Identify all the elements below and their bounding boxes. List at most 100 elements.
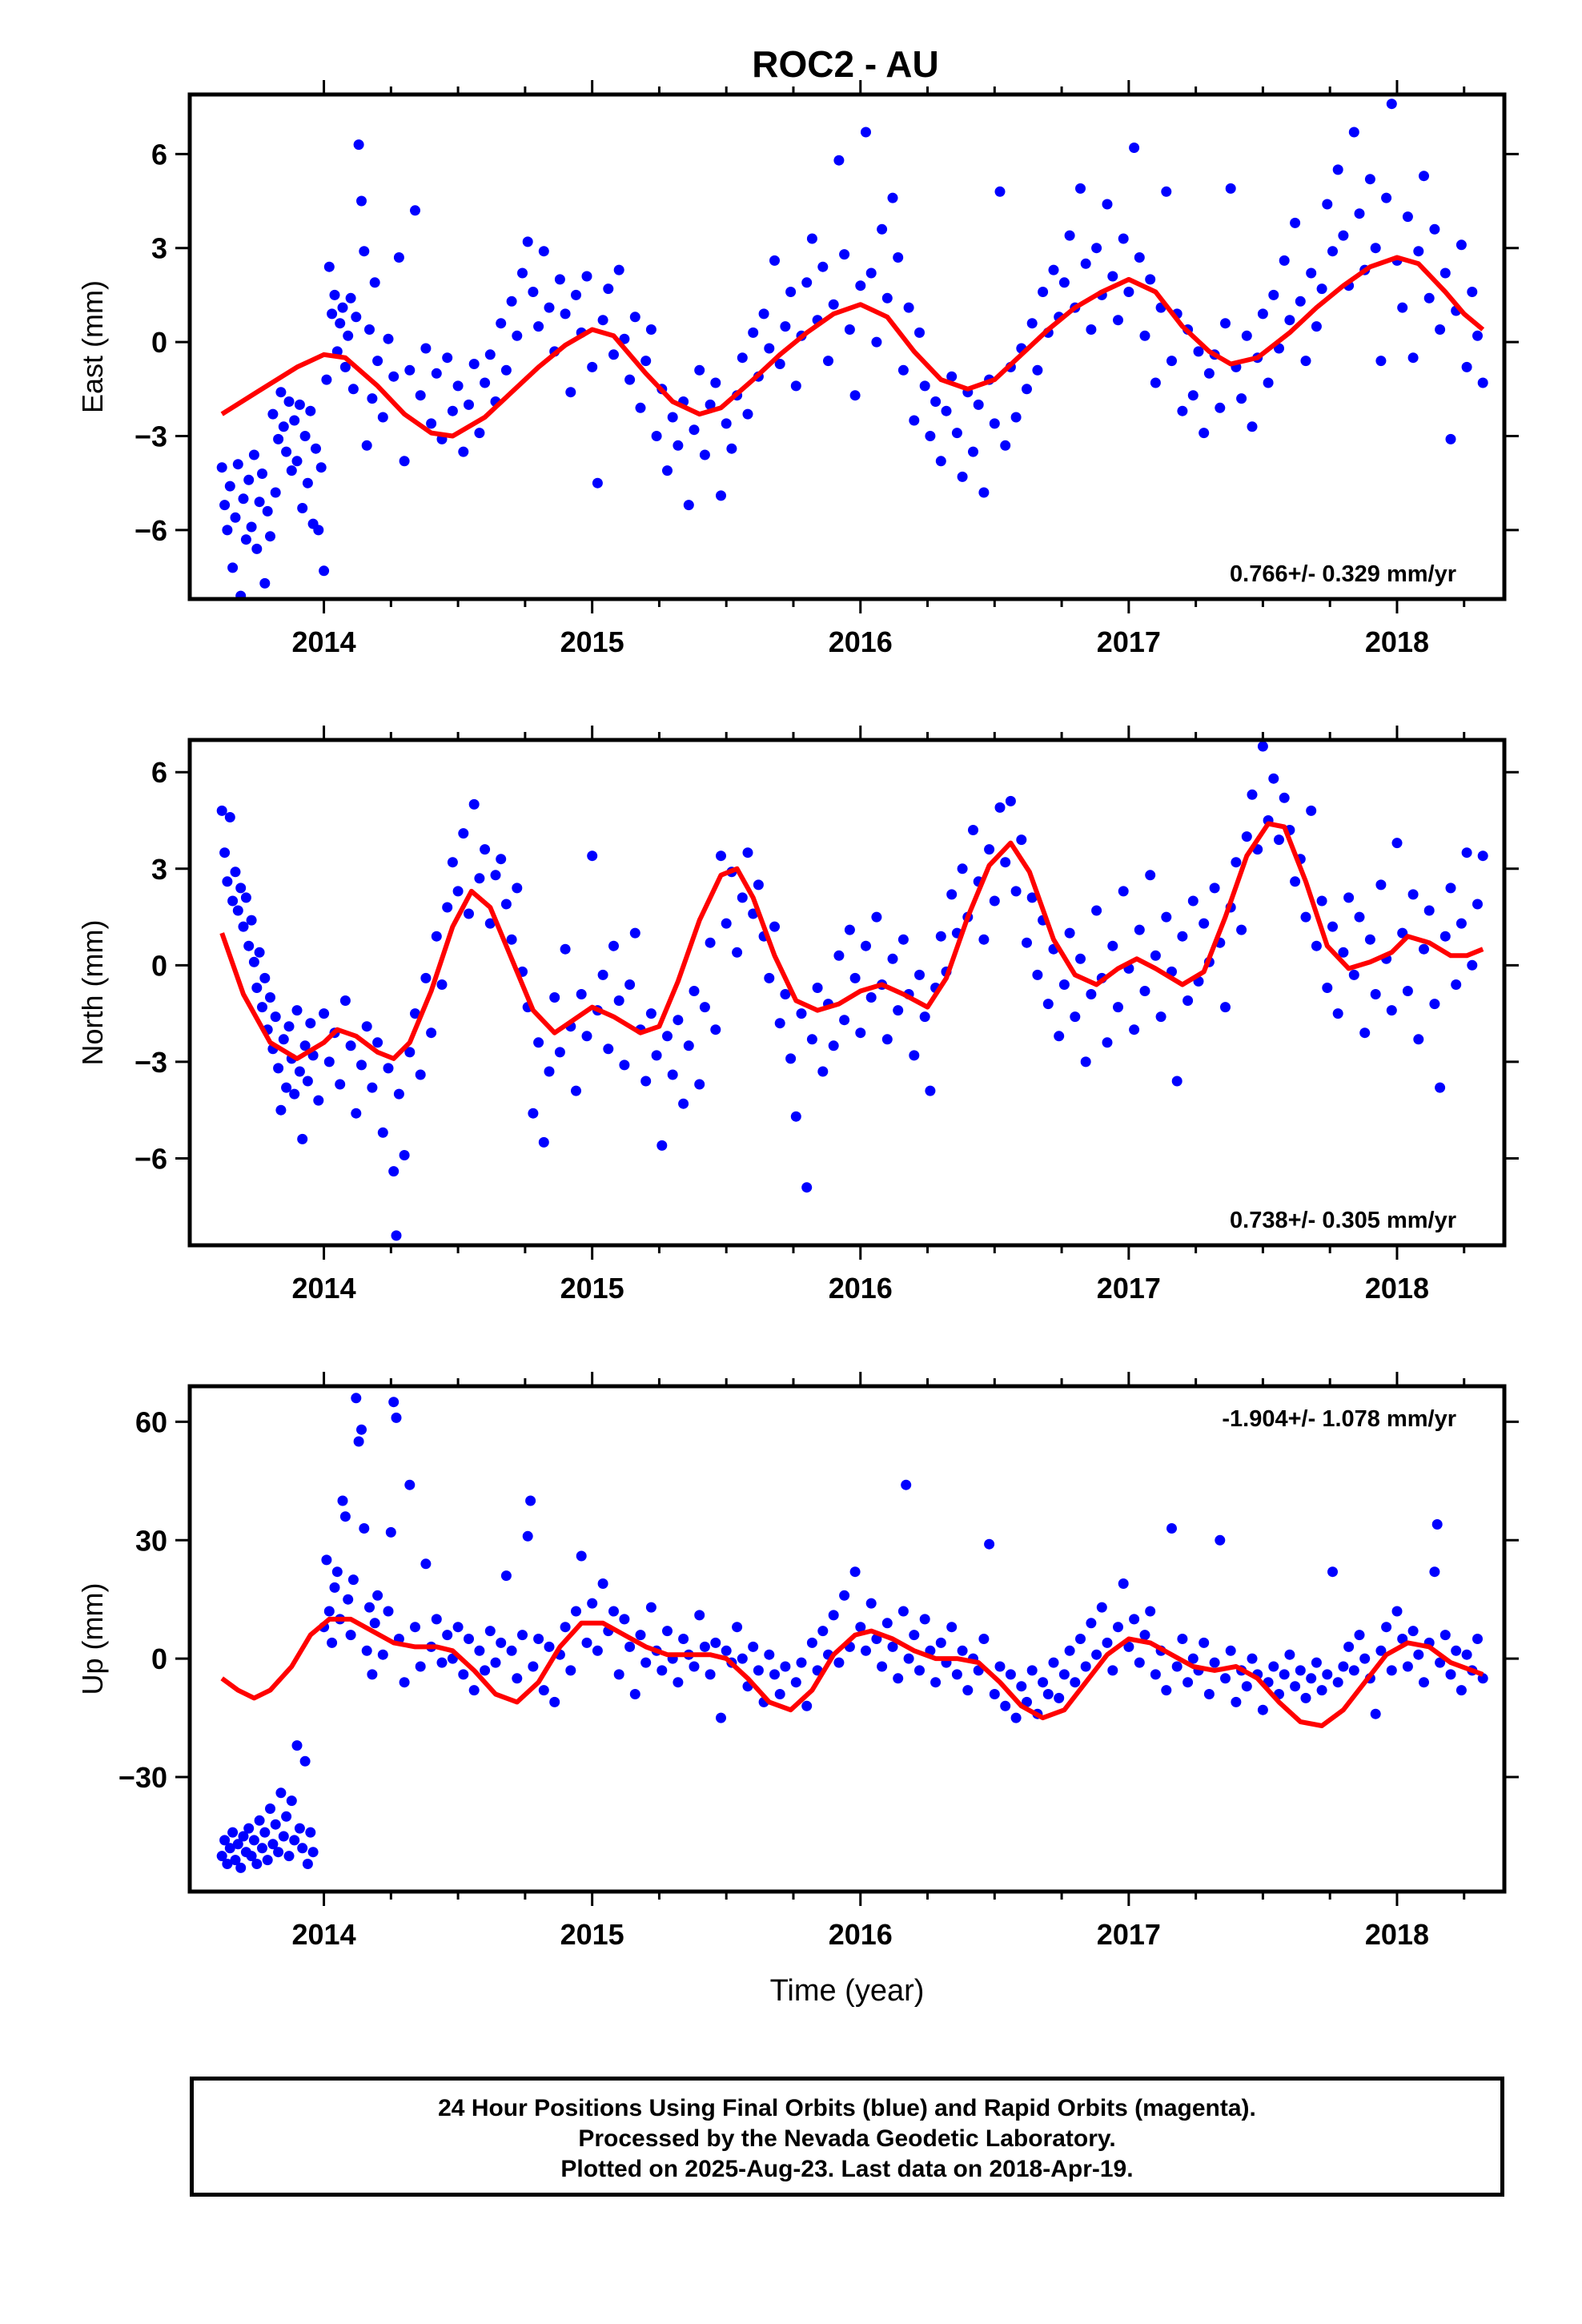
up-data-point	[353, 1436, 364, 1447]
up-panel: 2014 2015 2016 2017 2018 60 30 0 −30 Up (mm) -1.90…	[76, 1372, 1519, 2008]
north-data-point	[812, 983, 823, 993]
up-points	[216, 1393, 1488, 1873]
east-data-point	[353, 139, 364, 151]
east-data-point	[909, 415, 920, 426]
east-data-point	[533, 321, 544, 332]
east-fit-line	[220, 255, 1485, 439]
east-data-point	[694, 364, 705, 376]
north-data-point	[383, 1063, 394, 1074]
up-data-point	[307, 1847, 319, 1858]
up-data-point	[538, 1685, 549, 1696]
north-data-point	[246, 915, 257, 926]
up-data-point	[903, 1653, 914, 1664]
up-data-point	[339, 1511, 351, 1522]
up-data-point	[227, 1827, 239, 1838]
east-data-point	[603, 283, 614, 295]
up-data-point	[1048, 1657, 1059, 1668]
east-data-point	[278, 421, 289, 432]
east-data-point	[1203, 368, 1215, 379]
north-data-point	[222, 876, 233, 887]
north-data-point	[243, 940, 255, 951]
up-data-point	[1203, 1689, 1215, 1699]
north-points	[216, 741, 1488, 1241]
up-data-point	[978, 1634, 990, 1644]
east-data-point	[273, 433, 284, 444]
up-data-point	[716, 1712, 726, 1723]
east-data-point	[839, 249, 850, 260]
up-data-point	[391, 1412, 402, 1423]
up-data-point	[275, 1787, 287, 1799]
up-data-point	[592, 1645, 603, 1656]
up-y-tick-label: −30	[118, 1761, 167, 1794]
up-data-point	[914, 1665, 925, 1676]
up-data-point	[597, 1578, 608, 1589]
up-data-point	[994, 1661, 1006, 1672]
north-data-point	[528, 1108, 539, 1119]
east-data-point	[968, 446, 978, 457]
east-data-point	[683, 500, 694, 511]
north-data-point	[1080, 1056, 1091, 1068]
north-data-point	[240, 892, 251, 903]
north-data-point	[1274, 834, 1284, 846]
east-data-point	[369, 277, 380, 288]
east-data-point	[337, 302, 348, 313]
east-data-point	[327, 308, 338, 320]
east-data-point	[1322, 199, 1333, 210]
north-y-tick-label: 6	[151, 756, 167, 789]
east-data-point	[608, 349, 619, 360]
east-data-point	[1381, 192, 1392, 203]
east-data-point	[914, 327, 925, 338]
up-data-point	[1005, 1669, 1016, 1680]
north-data-point	[1016, 834, 1027, 846]
north-data-point	[1026, 892, 1038, 903]
up-data-point	[1375, 1645, 1387, 1656]
up-data-point	[1107, 1665, 1118, 1676]
east-data-point	[1010, 412, 1022, 423]
east-data-point	[305, 405, 316, 416]
up-data-point	[273, 1847, 284, 1858]
up-data-point	[404, 1479, 416, 1490]
east-data-point	[267, 408, 279, 420]
up-data-point	[1220, 1673, 1231, 1684]
north-data-point	[785, 1053, 797, 1064]
north-data-point	[1386, 1005, 1397, 1016]
east-data-point	[383, 333, 394, 344]
up-data-point	[806, 1637, 817, 1648]
east-data-point	[742, 408, 753, 420]
up-data-point	[1080, 1661, 1091, 1672]
north-data-point	[705, 937, 716, 948]
up-data-point	[1022, 1696, 1032, 1707]
up-data-point	[383, 1606, 394, 1617]
up-data-point	[1279, 1669, 1290, 1680]
up-data-point	[1225, 1645, 1236, 1656]
north-data-point	[935, 931, 946, 942]
east-data-point	[311, 443, 321, 454]
up-data-point	[345, 1630, 356, 1641]
north-data-point	[640, 1076, 652, 1087]
up-data-point	[1439, 1630, 1451, 1641]
east-data-point	[710, 377, 721, 388]
up-data-point	[571, 1606, 581, 1617]
north-data-point	[281, 1082, 292, 1093]
up-data-point	[361, 1645, 372, 1656]
east-data-point	[951, 428, 962, 439]
north-data-point	[603, 1043, 614, 1055]
east-data-point	[1386, 99, 1397, 110]
up-data-point	[1359, 1653, 1371, 1664]
up-data-point	[1429, 1566, 1440, 1578]
east-y-tick-label: 0	[151, 326, 167, 359]
east-data-point	[1311, 321, 1322, 332]
east-data-point	[1118, 233, 1129, 244]
up-data-point	[576, 1550, 587, 1562]
north-data-point	[238, 921, 249, 932]
north-data-point	[946, 889, 958, 900]
north-data-point	[662, 1031, 673, 1042]
north-data-point	[909, 1050, 920, 1061]
up-data-point	[281, 1811, 292, 1822]
east-data-point	[1268, 289, 1279, 300]
east-data-point	[849, 390, 861, 401]
up-data-point	[1397, 1634, 1408, 1644]
up-data-point	[1129, 1614, 1140, 1625]
north-data-point	[452, 886, 464, 897]
up-data-point	[1381, 1622, 1392, 1633]
